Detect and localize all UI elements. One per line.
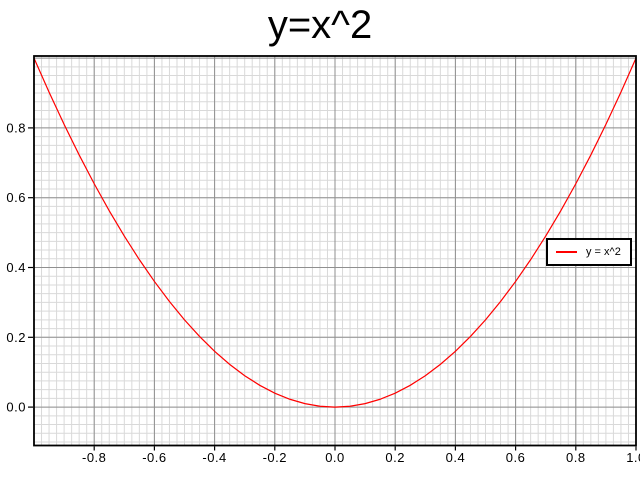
x-tick-label: -0.8 [82, 450, 106, 465]
series-curve [33, 57, 637, 408]
x-tick-label: 1.0 [626, 450, 640, 465]
x-tick-label: -0.2 [263, 450, 287, 465]
legend-line-sample [556, 251, 577, 253]
x-tick-label: 0.8 [566, 450, 586, 465]
y-axis-ticks: 0.0 0.2 0.4 0.6 0.8 [6, 120, 33, 415]
x-tick-label: 0.4 [446, 450, 466, 465]
plot-border [33, 55, 637, 447]
legend-label: y = x^2 [586, 246, 621, 258]
legend: y = x^2 [546, 238, 632, 266]
x-tick-label: -0.4 [202, 450, 226, 465]
y-tick-label: 0.0 [6, 400, 26, 415]
y-tick-label: 0.8 [6, 120, 26, 135]
y-tick-label: 0.6 [6, 190, 26, 205]
x-tick-label: 0.2 [385, 450, 405, 465]
y-tick-label: 0.4 [6, 260, 26, 275]
chart-title: y=x^2 [267, 3, 373, 47]
x-tick-label: 0.6 [506, 450, 526, 465]
x-tick-label: -0.6 [142, 450, 166, 465]
x-tick-label: 0.0 [325, 450, 345, 465]
y-tick-label: 0.2 [6, 330, 26, 345]
x-axis-ticks: -0.8 -0.6 -0.4 -0.2 0.0 0.2 0.4 0.6 0.8 1.0 [82, 446, 640, 465]
